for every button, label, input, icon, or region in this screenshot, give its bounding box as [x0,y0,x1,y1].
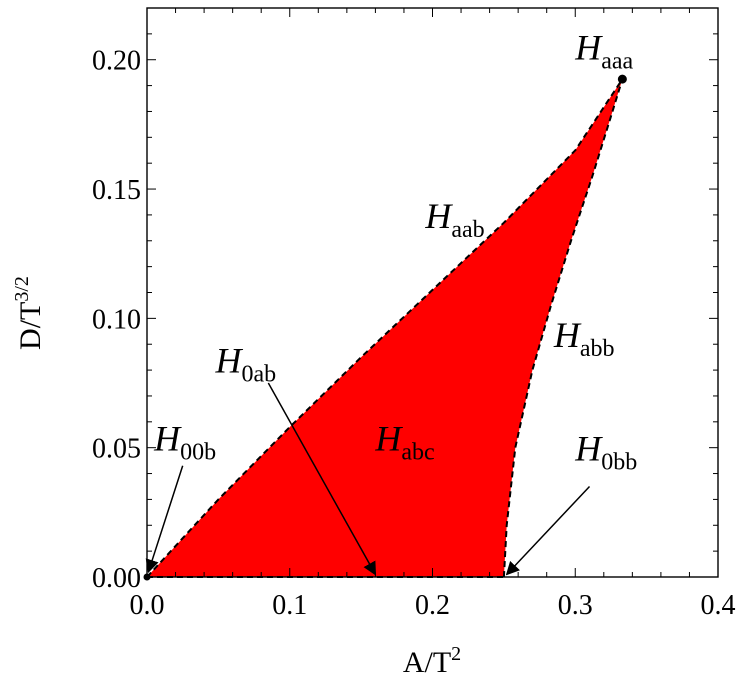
x-tick-label: 0.2 [415,590,450,621]
annotation-h0bb: H0bb [574,429,637,476]
arrow-h0bb [505,485,591,576]
plot-layer [143,74,627,581]
region-h-abc [147,79,623,577]
y-tick-label: 0.20 [92,46,141,77]
y-tick-label: 0.00 [92,563,141,594]
point-h-aaa [617,74,627,84]
boundary-h-abb [502,78,624,578]
arrow-h0ab [267,382,377,576]
y-tick-label: 0.10 [92,304,141,335]
annotation-haaa: Haaa [574,28,633,75]
annotation-h00b: H00b [153,418,216,465]
tick-labels: 0.0 0.1 0.2 0.3 0.4 0.00 0.05 0.10 0.15 0.20 [92,46,736,621]
annotation-haab: Haab [424,196,484,243]
boundary-h-aab [146,78,624,578]
y-tick-label: 0.05 [92,434,141,465]
annotation-h0ab: H0ab [215,341,277,388]
annotations: Haaa Haab Habb H0ab Habc H00b H0bb [145,28,637,576]
y-axis-label: D/T3/2 [11,276,47,350]
arrow-h00b [145,465,184,574]
annotation-habc: Habc [374,418,434,465]
x-tick-label: 0.1 [272,590,307,621]
x-axis-label: A/T2 [403,643,461,679]
x-tick-label: 0.4 [701,590,736,621]
y-tick-label: 0.15 [92,175,141,206]
x-tick-label: 0.3 [558,590,593,621]
x-tick-label: 0.0 [130,590,165,621]
annotation-habb: Habb [553,315,615,362]
